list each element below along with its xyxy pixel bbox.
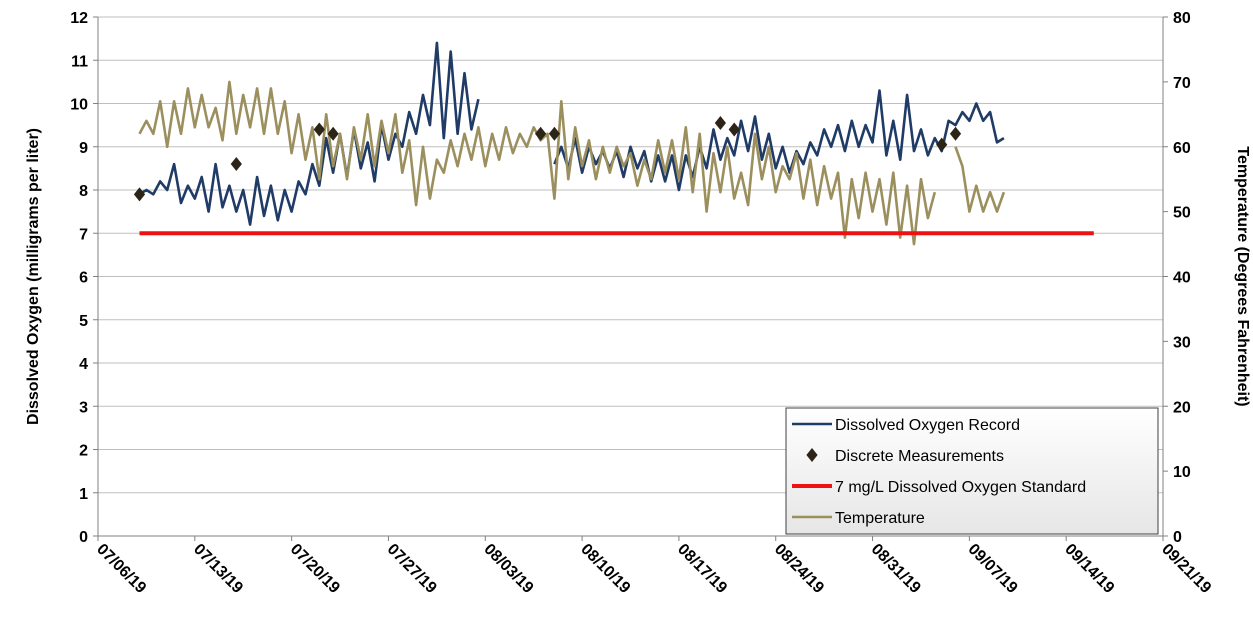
x-tick-label: 09/14/19 — [1061, 541, 1117, 597]
y2-tick-label: 70 — [1173, 75, 1191, 92]
x-tick-label: 07/20/19 — [287, 541, 343, 597]
x-tick-label: 07/13/19 — [190, 541, 246, 597]
series-layer — [133, 41, 1094, 246]
legend-swatch-marker — [806, 448, 818, 462]
discrete-marker — [728, 122, 740, 137]
y2-axis-title: Temperature (Degrees Fahrenheit) — [1234, 146, 1251, 406]
y-tick-label: 0 — [79, 529, 88, 546]
discrete-marker — [230, 157, 242, 172]
discrete-marker — [313, 122, 325, 137]
y-tick-label: 4 — [79, 356, 88, 373]
discrete-marker — [936, 137, 948, 152]
legend-box — [785, 407, 1159, 535]
y2-tick-label: 20 — [1173, 399, 1191, 416]
y-tick-label: 7 — [79, 226, 88, 243]
y-tick-label: 6 — [79, 270, 88, 287]
discrete-marker — [714, 115, 727, 130]
legend-label: Temperature — [835, 510, 925, 527]
y-axis-title: Dissolved Oxygen (milligrams per liter) — [25, 128, 42, 425]
y-tick-label: 2 — [79, 443, 88, 460]
x-tick-label: 08/10/19 — [577, 541, 633, 597]
y2-tick-label: 40 — [1173, 270, 1191, 287]
series-line-temperature — [138, 80, 1006, 246]
x-tick-label: 09/07/19 — [965, 541, 1021, 597]
y-tick-label: 9 — [79, 140, 88, 157]
discrete-marker — [548, 126, 561, 141]
discrete-marker — [949, 126, 962, 141]
legend-label: 7 mg/L Dissolved Oxygen Standard — [835, 479, 1086, 496]
x-tick-label: 08/03/19 — [480, 541, 536, 597]
x-tick-label: 08/31/19 — [868, 541, 924, 597]
discrete-marker — [327, 126, 339, 141]
series-line-dissolved-oxygen-record — [138, 41, 1005, 226]
y2-tick-label: 60 — [1173, 140, 1191, 157]
x-tick-label: 07/06/19 — [93, 541, 149, 597]
y-tick-label: 11 — [71, 53, 88, 70]
x-tick-label: 08/17/19 — [674, 541, 730, 597]
x-tick-label: 08/24/19 — [771, 541, 827, 597]
x-tick-label: 07/27/19 — [384, 541, 440, 597]
y-tick-label: 12 — [70, 10, 88, 27]
y-tick-label: 5 — [79, 313, 88, 330]
y2-tick-label: 50 — [1173, 205, 1191, 222]
legend-label: Dissolved Oxygen Record — [835, 417, 1020, 434]
y2-tick-label: 0 — [1173, 529, 1182, 546]
discrete-marker — [133, 187, 146, 202]
y-tick-label: 3 — [79, 399, 88, 416]
legend-label: Discrete Measurements — [835, 448, 1004, 465]
y-tick-label: 10 — [70, 97, 88, 114]
y-tick-label: 8 — [79, 183, 88, 200]
legend: Dissolved Oxygen Record Discrete Measurem… — [785, 407, 1159, 535]
x-tick-label: 09/21/19 — [1158, 541, 1214, 597]
y2-tick-label: 30 — [1173, 334, 1191, 351]
y2-tick-label: 10 — [1173, 464, 1191, 481]
discrete-marker — [534, 126, 547, 141]
y2-tick-label: 80 — [1173, 10, 1191, 27]
y-tick-label: 1 — [79, 486, 88, 503]
